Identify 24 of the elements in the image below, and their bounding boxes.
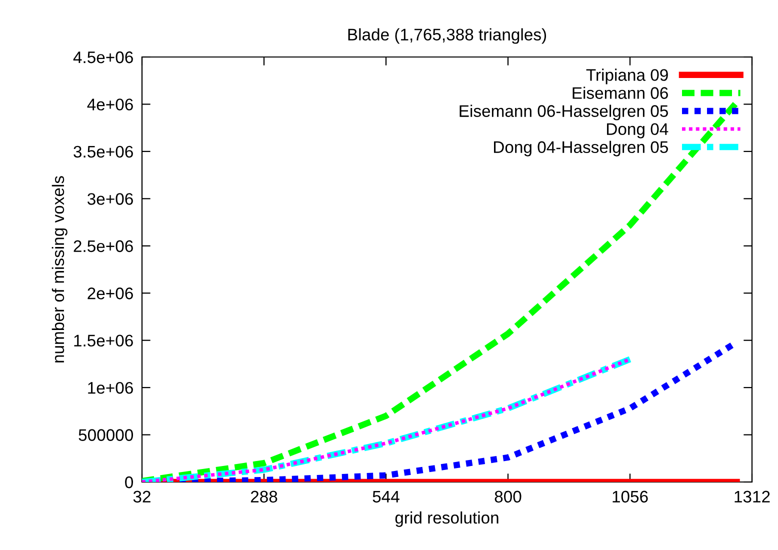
x-tick-label: 1056 <box>612 490 648 503</box>
legend-label: Dong 04 <box>607 123 668 138</box>
y-tick-label: 4.5e+06 <box>73 51 133 64</box>
x-tick-label: 32 <box>133 490 150 503</box>
x-axis-title: grid resolution <box>395 511 498 527</box>
legend-label: Eisemann 06 <box>572 86 668 99</box>
x-tick-label: 288 <box>250 490 278 503</box>
legend-label: Dong 04-Hasselgren 05 <box>494 140 668 156</box>
y-tick-label: 2.5e+06 <box>74 240 133 252</box>
y-tick-label: 0 <box>125 476 134 488</box>
x-tick-label: 1312 <box>734 490 770 503</box>
legend-label: Tripiana 09 <box>586 68 668 84</box>
x-tick-label: 544 <box>372 490 400 503</box>
y-axis-title: number of missing voxels <box>52 176 68 362</box>
y-tick-label: 3e+06 <box>87 193 133 205</box>
y-tick-label: 1.5e+06 <box>74 334 133 347</box>
y-tick-label: 3.5e+06 <box>74 146 133 158</box>
y-tick-label: 500000 <box>78 429 134 441</box>
chart-title: Blade (1,765,388 triangles) <box>348 28 546 44</box>
y-tick-label: 1e+06 <box>88 382 133 394</box>
x-tick-label: 800 <box>494 490 522 503</box>
y-tick-label: 2e+06 <box>88 288 133 300</box>
y-tick-label: 4e+06 <box>87 98 133 110</box>
legend-label: Eisemann 06-Hasselgren 05 <box>460 104 668 120</box>
